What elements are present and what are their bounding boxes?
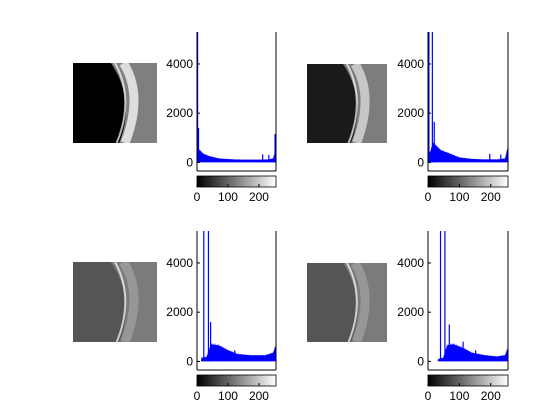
x-tick-label: 100: [449, 389, 469, 403]
histogram-spike: [234, 350, 236, 362]
histogram-spike: [444, 231, 446, 362]
histogram-spike: [500, 154, 502, 163]
histogram-spike: [428, 32, 430, 163]
y-tick-label: 0: [417, 155, 424, 169]
plot-area: [197, 32, 276, 163]
grayscale-bar: [196, 374, 277, 387]
histogram-panel-4: 0 2000 4000 0 100 200: [307, 231, 509, 403]
histogram-spike: [462, 341, 464, 362]
image-spine: [119, 262, 139, 342]
y-tick-label: 2000: [166, 106, 193, 120]
image-spine: [351, 64, 370, 143]
image-spine: [119, 63, 139, 143]
y-tick-label: 4000: [397, 256, 424, 270]
histogram-bars: [197, 342, 276, 362]
x-tick-label: 100: [449, 190, 469, 204]
histogram-spike: [439, 231, 442, 362]
histogram-panel-3: 0 2000 4000 0 100 200: [73, 231, 277, 403]
y-tick-label: 4000: [166, 57, 193, 71]
y-tick-label: 2000: [397, 305, 424, 319]
y-tick-label: 0: [186, 155, 193, 169]
mri-image: [307, 263, 387, 342]
y-tick-label: 2000: [166, 305, 193, 319]
x-tick-label: 0: [194, 190, 201, 204]
plot-area: [428, 32, 508, 163]
histogram-spike: [262, 154, 264, 163]
x-tick-label: 100: [218, 190, 238, 204]
mri-image: [307, 64, 387, 143]
image-canal: [114, 262, 127, 342]
plot-area: [197, 231, 276, 362]
x-tick-label: 200: [249, 389, 269, 403]
histogram-bars: [428, 342, 508, 362]
y-tick-label: 4000: [397, 57, 424, 71]
image-canal: [346, 263, 358, 342]
histogram-spike: [475, 350, 477, 362]
x-tick-label: 0: [425, 190, 432, 204]
histogram-spike: [489, 153, 491, 163]
histogram-bars: [428, 142, 508, 163]
plot-area: [428, 231, 508, 362]
histogram-spike: [448, 324, 450, 362]
histogram-spike: [268, 155, 270, 163]
histogram-spike: [197, 127, 200, 163]
y-tick-label: 4000: [166, 256, 193, 270]
histogram-spike: [197, 32, 199, 163]
x-tick-label: 200: [481, 389, 501, 403]
y-tick-label: 0: [417, 354, 424, 368]
histogram-spike: [210, 322, 212, 362]
grayscale-bar: [196, 175, 277, 188]
histogram-spike: [431, 32, 433, 163]
mri-image: [73, 262, 157, 342]
image-canal: [346, 64, 358, 143]
histogram-spike: [433, 121, 435, 163]
x-tick-label: 100: [218, 389, 238, 403]
y-tick-label: 0: [186, 354, 193, 368]
x-tick-label: 0: [425, 389, 432, 403]
histogram-panel-2: 0 2000 4000 0 100 200: [307, 32, 509, 204]
histogram-spike: [274, 134, 276, 163]
histogram-panel-1: 0 2000 4000 0 100 200: [73, 32, 277, 204]
grayscale-bar: [427, 175, 509, 188]
mri-image: [73, 63, 157, 143]
image-canal: [114, 63, 127, 143]
histogram-spike: [203, 231, 205, 362]
x-tick-label: 0: [194, 389, 201, 403]
image-spine: [351, 263, 370, 342]
histogram-spike: [207, 231, 210, 362]
x-tick-label: 200: [481, 190, 501, 204]
x-tick-label: 200: [249, 190, 269, 204]
grayscale-bar: [427, 374, 509, 387]
histogram-bars: [197, 143, 276, 163]
y-tick-label: 2000: [397, 106, 424, 120]
